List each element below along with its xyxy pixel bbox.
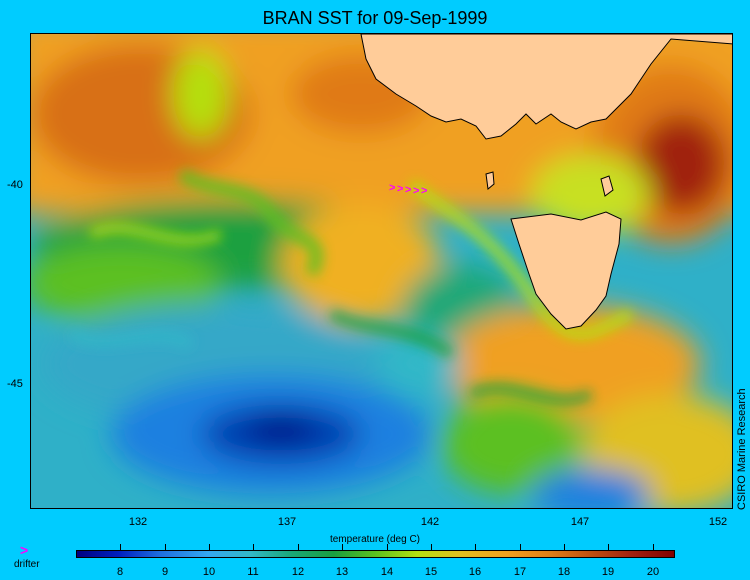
y-tick-label: -45 — [7, 378, 23, 390]
colorbar-tick-label: 14 — [380, 566, 394, 578]
colorbar-tick — [564, 544, 565, 550]
colorbar-tick — [653, 544, 654, 550]
colorbar-tick — [608, 544, 609, 550]
colorbar-tick-label: 12 — [291, 566, 305, 578]
colorbar-tick-label: 13 — [335, 566, 349, 578]
drifter-marker: > — [413, 185, 419, 197]
colorbar-tick — [209, 544, 210, 550]
credit-text: CSIRO Marine Research — [736, 388, 748, 510]
x-tick-label: 142 — [420, 516, 440, 528]
colorbar-tick — [298, 544, 299, 550]
colorbar-tick-label: 17 — [513, 566, 527, 578]
colorbar-tick-label: 8 — [116, 566, 124, 578]
drifter-track: > > > > > — [389, 182, 427, 197]
drifter-legend-label: drifter — [14, 559, 40, 570]
y-tick-label: -40 — [7, 179, 23, 191]
colorbar-tick — [342, 544, 343, 550]
sst-map[interactable]: > > > > > — [30, 33, 733, 509]
flinders-island — [600, 175, 614, 197]
x-tick-label: 152 — [708, 516, 728, 528]
land — [360, 34, 732, 330]
drifter-marker: > — [405, 184, 411, 196]
king-island — [485, 171, 495, 190]
colorbar-tick — [387, 544, 388, 550]
colorbar-tick-label: 18 — [557, 566, 571, 578]
drifter-marker: > — [389, 182, 395, 194]
tasmania — [510, 211, 622, 330]
colorbar-tick — [520, 544, 521, 550]
colorbar — [76, 550, 675, 558]
colorbar-tick — [431, 544, 432, 550]
drifter-marker: > — [397, 183, 403, 195]
colorbar-tick-label: 19 — [601, 566, 615, 578]
colorbar-tick-label: 15 — [424, 566, 438, 578]
drifter-marker: > — [421, 185, 427, 197]
colorbar-tick-label: 16 — [468, 566, 482, 578]
sst-field — [31, 34, 732, 508]
colorbar-tick — [253, 544, 254, 550]
x-tick-label: 137 — [277, 516, 297, 528]
map-title: BRAN SST for 09-Sep-1999 — [262, 8, 488, 28]
drifter-legend-icon: > — [20, 542, 29, 558]
colorbar-tick — [475, 544, 476, 550]
x-tick-label: 132 — [128, 516, 148, 528]
colorbar-tick-label: 10 — [202, 566, 216, 578]
colorbar-tick — [165, 544, 166, 550]
axis-label: temperature (deg C) — [329, 534, 421, 545]
mainland-australia — [360, 34, 732, 140]
colorbar-tick-label: 9 — [161, 566, 169, 578]
colorbar-tick — [120, 544, 121, 550]
colorbar-tick-label: 20 — [646, 566, 660, 578]
colorbar-tick-label: 11 — [247, 566, 259, 578]
x-tick-label: 147 — [570, 516, 590, 528]
